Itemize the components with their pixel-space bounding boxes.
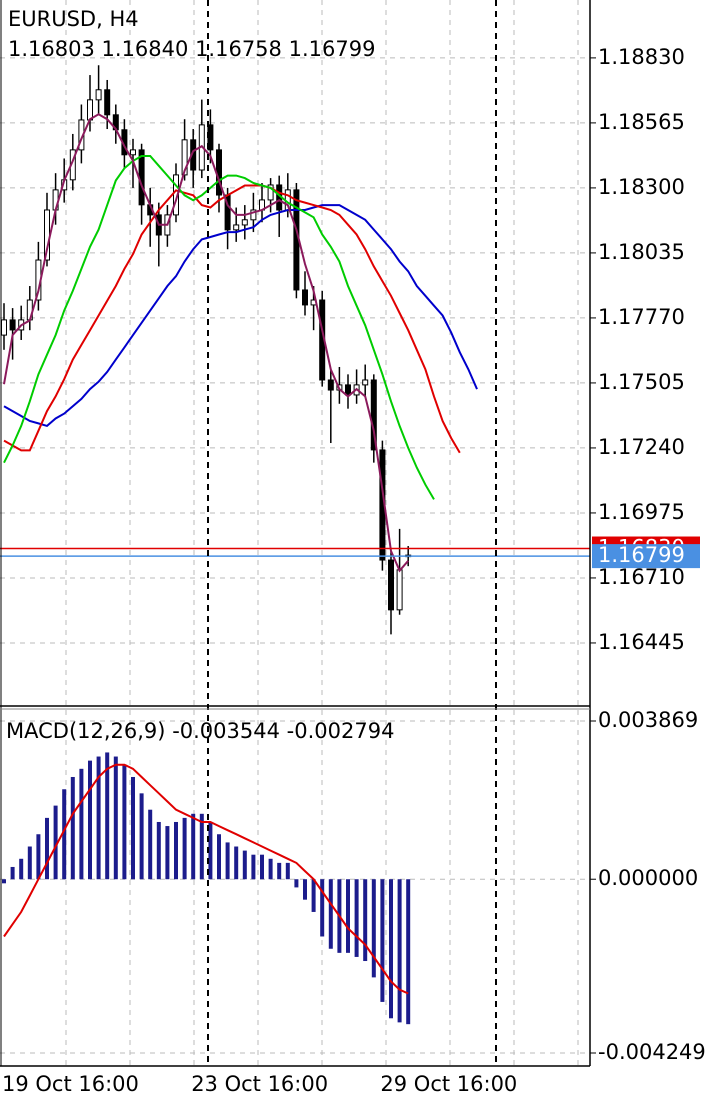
macd-bar <box>10 866 15 880</box>
candle-body <box>87 99 93 121</box>
y-tick-label: 0.003869 <box>598 708 698 732</box>
macd-value: -0.003544 <box>172 719 280 743</box>
macd-bar <box>27 846 32 880</box>
indicator-line <box>3 113 409 573</box>
candle-body <box>233 224 240 231</box>
macd-bar <box>165 826 170 880</box>
macd-bar <box>234 846 239 880</box>
candle-body <box>370 379 377 451</box>
candle-body <box>302 289 308 306</box>
y-tick-label: 1.18565 <box>598 110 685 134</box>
macd-bar <box>36 834 41 880</box>
macd-bar <box>105 752 110 880</box>
macd-bar <box>70 776 75 880</box>
macd-bar <box>242 850 247 880</box>
macd-bar <box>53 805 58 880</box>
macd-bar <box>285 862 290 880</box>
price-tag-label: 1.16799 <box>598 543 685 567</box>
macd-bar <box>303 879 307 900</box>
y-tick-label: 1.16975 <box>598 500 685 524</box>
macd-bar <box>311 879 316 912</box>
macd-bar <box>320 879 325 937</box>
candle-body <box>327 379 334 391</box>
macd-bar <box>88 760 92 880</box>
macd-bar <box>199 813 204 880</box>
y-tick-label: 1.17505 <box>598 370 685 394</box>
macd-bar <box>251 854 256 880</box>
macd-bar <box>139 793 144 880</box>
macd-bar <box>19 858 24 880</box>
macd-bar <box>328 879 333 949</box>
macd-bar <box>191 813 196 880</box>
macd-bar <box>113 756 118 880</box>
candle-body <box>130 149 136 156</box>
candle-body <box>104 89 111 116</box>
macd-bar <box>174 821 178 880</box>
macd-bar <box>277 862 282 880</box>
y-tick-label: -0.004249 <box>598 1040 706 1064</box>
macd-bar <box>268 858 273 880</box>
signal-value: -0.002794 <box>287 719 395 743</box>
macd-bar <box>260 854 264 880</box>
macd-bar <box>208 821 213 880</box>
macd-bar <box>225 842 230 880</box>
y-tick-label: 1.18035 <box>598 240 685 264</box>
macd-bar <box>371 879 376 978</box>
macd-name: MACD(12,26,9) <box>6 719 166 743</box>
macd-bar <box>96 756 101 880</box>
y-tick-label: 1.16445 <box>598 630 685 654</box>
candle-body <box>345 384 351 396</box>
y-tick-label: 1.16710 <box>598 565 685 589</box>
ohlc-value: 1.16799 <box>289 37 376 61</box>
x-tick-label: 19 Oct 16:00 <box>2 1072 139 1096</box>
ohlc-value: 1.16840 <box>102 37 189 61</box>
macd-bar <box>294 879 299 888</box>
macd-title: MACD(12,26,9) -0.003544 -0.002794 <box>6 719 394 743</box>
candle-body <box>1 319 7 336</box>
macd-bar <box>217 834 221 880</box>
macd-bar <box>148 809 153 880</box>
macd-bar <box>62 789 67 880</box>
candle-body <box>9 319 16 331</box>
macd-bar <box>346 879 350 953</box>
y-tick-label: 1.17240 <box>598 435 685 459</box>
macd-bar <box>380 879 385 1002</box>
ohlc-value: 1.16758 <box>195 37 282 61</box>
macd-bar <box>397 879 402 1023</box>
macd-bar <box>389 879 393 1019</box>
macd-bar <box>406 879 411 1025</box>
price-tag <box>592 544 700 569</box>
ohlc-readout: 1.16803 1.16840 1.16758 1.16799 <box>8 37 375 61</box>
candle-body <box>388 559 394 611</box>
symbol-title: EURUSD, H4 <box>8 7 139 31</box>
y-tick-label: 1.18300 <box>598 175 685 199</box>
macd-bar <box>45 817 49 880</box>
candle-body <box>267 184 274 201</box>
candle-body <box>250 209 257 221</box>
macd-bar <box>156 821 161 880</box>
indicator-line <box>3 204 478 428</box>
candle-body <box>181 139 188 176</box>
macd-bar <box>363 879 368 962</box>
macd-bar <box>182 817 187 880</box>
macd-bar <box>79 768 84 880</box>
y-tick-label: 0.000000 <box>598 866 698 890</box>
macd-bar <box>131 776 135 880</box>
signal-line <box>3 763 409 995</box>
y-tick-label: 1.17770 <box>598 305 685 329</box>
macd-bar <box>122 764 127 880</box>
ohlc-value: 1.16803 <box>8 37 95 61</box>
candle-body <box>396 569 403 611</box>
macd-bar <box>354 879 359 957</box>
candle-body <box>95 89 102 101</box>
candle-body <box>362 379 369 386</box>
x-tick-label: 23 Oct 16:00 <box>191 1072 328 1096</box>
indicator-line <box>3 184 461 454</box>
y-tick-label: 1.18830 <box>598 45 685 69</box>
candle-body <box>241 219 248 226</box>
x-tick-label: 29 Oct 16:00 <box>380 1072 517 1096</box>
macd-bar <box>2 879 6 884</box>
